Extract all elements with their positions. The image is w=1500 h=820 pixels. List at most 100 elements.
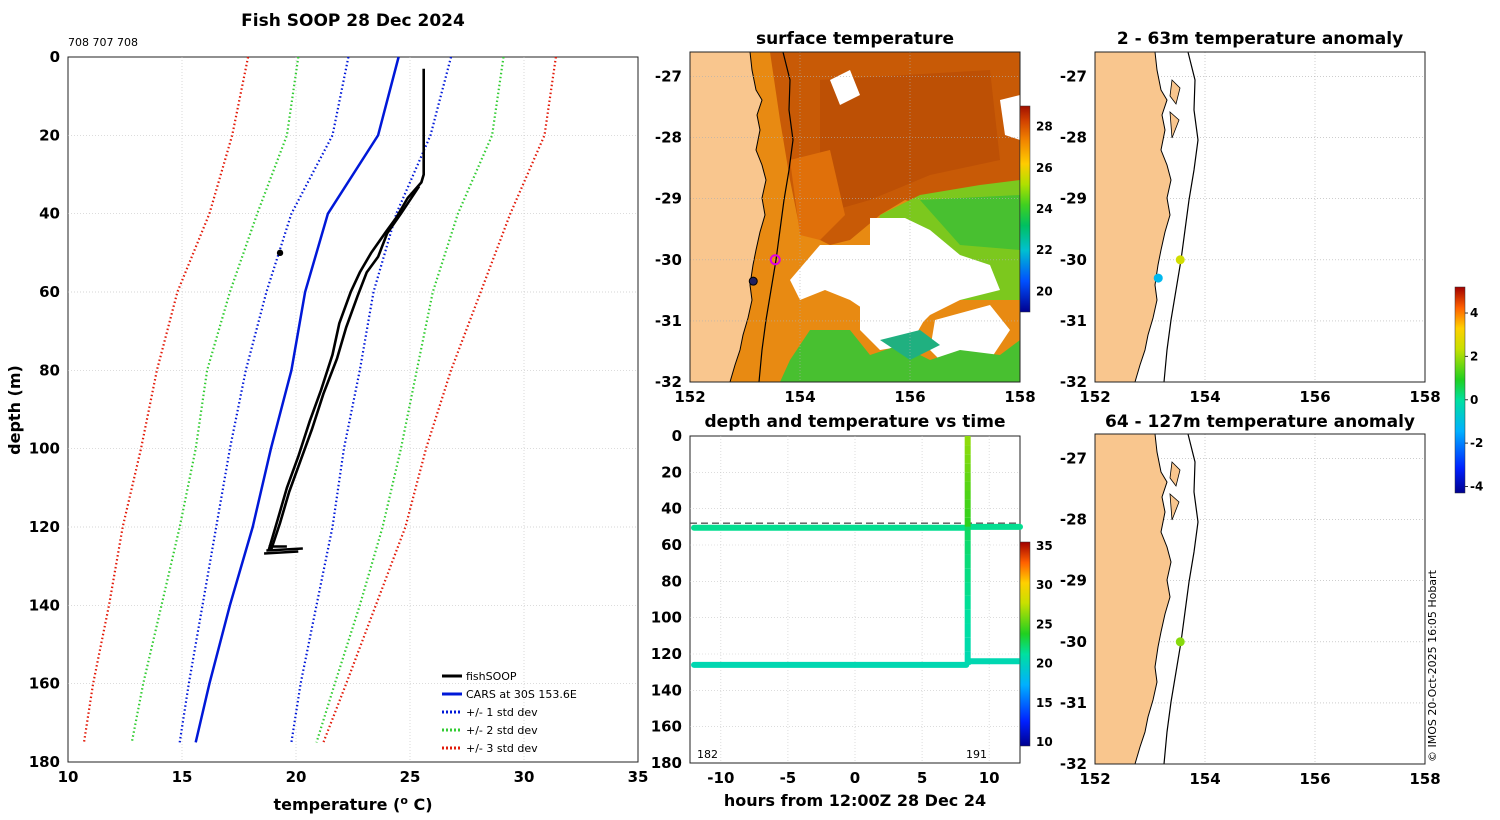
map-xtick-label: 152	[1079, 770, 1110, 788]
sst-markers	[748, 254, 781, 286]
sst-cloud-5	[1000, 95, 1020, 140]
dt-colorbar-label: 35	[1036, 539, 1053, 553]
anomaly-deep-islands	[1169, 461, 1181, 521]
map-ytick-label: -31	[1060, 312, 1087, 330]
map-xtick-label: 154	[1189, 770, 1220, 788]
anomaly-point	[1153, 273, 1163, 283]
dt-title: depth and temperature vs time	[705, 412, 1006, 432]
dt-grid	[690, 436, 1020, 763]
dt-ytick-label: 140	[651, 681, 682, 699]
map-ytick-label: -30	[655, 251, 682, 269]
map-ytick-label: -28	[1060, 129, 1087, 147]
profile-ytick-label: 20	[39, 126, 60, 144]
map-xtick-label: 154	[1189, 388, 1220, 406]
sst-colorbar-ticks: 20 22 24 26 28	[1036, 120, 1053, 299]
map-xtick-label: 156	[1299, 388, 1330, 406]
map-ytick-label: -32	[655, 373, 682, 391]
profile-axes-box	[67, 56, 639, 763]
sensor-ids: 708 707 708	[68, 36, 138, 49]
profile-xtick-label: 10	[58, 768, 79, 786]
map-xtick-label: 152	[674, 388, 705, 406]
dt-day-label-start: 182	[697, 748, 718, 761]
profile-ytick-label: 180	[29, 753, 60, 771]
profile-cars-line	[194, 56, 400, 743]
legend-std1: +/- 1 std dev	[466, 706, 538, 719]
dt-colorbar-label: 25	[1036, 617, 1053, 631]
profile-xtick-label: 30	[514, 768, 535, 786]
profile-ytick-label: 160	[29, 675, 60, 693]
dt-ytick-label: 80	[661, 572, 682, 590]
anomaly-point	[1175, 255, 1185, 265]
profile-chart: Fish SOOP 28 Dec 2024 708 707 708 10 15 20…	[5, 11, 648, 814]
sst-marker-dot	[748, 276, 758, 286]
profile-std3-upper	[322, 56, 557, 743]
map-ytick-label: -28	[655, 129, 682, 147]
sst-colorbar-label: 26	[1036, 161, 1053, 175]
sst-cloud-4	[830, 70, 860, 105]
map-ytick-label: -30	[1060, 633, 1087, 651]
dt-ytick-label: 180	[651, 754, 682, 772]
map-xtick-label: 158	[1409, 388, 1440, 406]
profile-ytick-label: 140	[29, 596, 60, 614]
anomaly-shallow-islands	[1169, 79, 1181, 139]
anomaly-shallow-map: 2 - 63m temperature anomaly 152 154 156 158…	[1060, 29, 1441, 406]
sst-south-teal	[880, 330, 940, 360]
profile-title: Fish SOOP 28 Dec 2024	[241, 11, 465, 31]
profile-std3-lower	[82, 56, 250, 743]
map-ytick-label: -30	[1060, 251, 1087, 269]
sst-coastline	[729, 52, 767, 382]
legend-std2: +/- 2 std dev	[466, 724, 538, 737]
dt-day-label-end: 191	[966, 748, 987, 761]
profile-ticks: 10 15 20 25 30 35 0 20 40 60 80 100 120 140 160 180	[29, 48, 649, 786]
sst-colorbar	[1019, 105, 1031, 313]
sst-marker-ring	[769, 254, 781, 266]
map-ytick-label: -29	[1060, 572, 1087, 590]
sst-shelf-contour	[758, 52, 794, 382]
map-ytick-label: -32	[1060, 373, 1087, 391]
sst-colorbar-label: 28	[1036, 120, 1053, 134]
map-ytick-label: -31	[1060, 694, 1087, 712]
anomaly-colorbar-label: 0	[1470, 393, 1478, 407]
dt-colorbar-label: 20	[1036, 657, 1053, 671]
map-ytick-label: -27	[1060, 67, 1087, 85]
sst-cool-region-2	[920, 195, 1020, 250]
map-ytick-label: -29	[655, 190, 682, 208]
anomaly-shallow-title: 2 - 63m temperature anomaly	[1117, 29, 1403, 49]
map-ytick-label: -27	[1060, 449, 1087, 467]
profile-ytick-label: 60	[39, 283, 60, 301]
legend-std3: +/- 3 std dev	[466, 742, 538, 755]
profile-xtick-label: 35	[628, 768, 649, 786]
profile-fishsoop-bottom	[264, 545, 303, 555]
profile-stray-point	[276, 249, 284, 257]
sst-ticks: 152 154 156 158 -27 -28 -29 -30 -31 -32	[655, 67, 1036, 406]
profile-grid	[68, 57, 638, 762]
profile-std2-lower	[130, 56, 300, 743]
profile-ytick-label: 120	[29, 518, 60, 536]
dt-ytick-label: 60	[661, 536, 682, 554]
profile-fishsoop-down	[267, 68, 426, 551]
map-ytick-label: -31	[655, 312, 682, 330]
profile-ylabel: depth (m)	[5, 365, 24, 455]
dt-xlabel: hours from 12:00Z 28 Dec 24	[724, 791, 986, 810]
map-ytick-label: -29	[1060, 190, 1087, 208]
profile-xtick-label: 15	[172, 768, 193, 786]
sst-map: surface temperature	[655, 29, 1053, 406]
dt-xtick-label: 0	[850, 769, 860, 787]
profile-lines	[82, 56, 557, 743]
depth-time-chart: depth and temperature vs time -10 -5 0 5 100…	[651, 412, 1053, 810]
sst-cloud-1	[790, 218, 1000, 340]
profile-xtick-label: 25	[400, 768, 421, 786]
anomaly-shallow-ticks: 152 154 156 158 -27 -28 -29 -30 -31 -32	[1060, 67, 1441, 406]
dt-ytick-label: 160	[651, 718, 682, 736]
anomaly-colorbar	[1454, 286, 1466, 494]
legend-fishsoop: fishSOOP	[466, 670, 517, 683]
dt-xtick-label: -5	[780, 769, 797, 787]
profile-xtick-label: 20	[286, 768, 307, 786]
legend-cars: CARS at 30S 153.6E	[466, 688, 577, 701]
dt-ytick-label: 20	[661, 463, 682, 481]
map-xtick-label: 158	[1409, 770, 1440, 788]
map-ytick-label: -28	[1060, 511, 1087, 529]
anomaly-deep-axes-box	[1094, 433, 1426, 765]
dt-xtick-label: 10	[979, 769, 1000, 787]
